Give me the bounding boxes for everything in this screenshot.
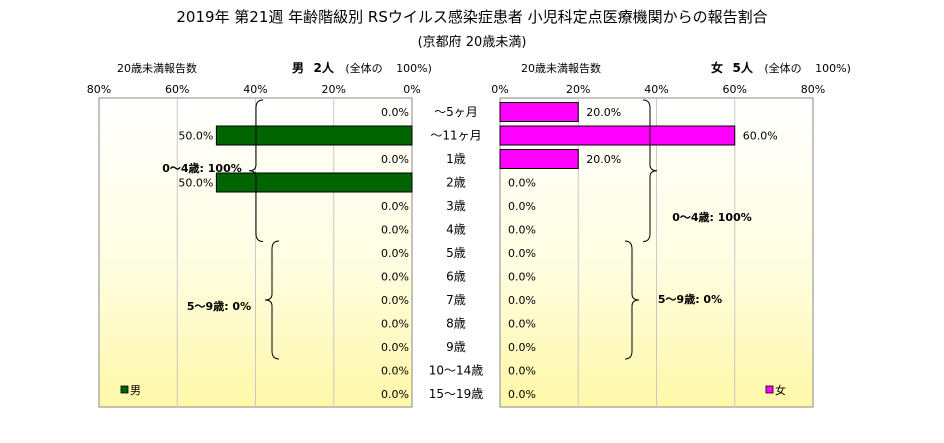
male-value-label: 0.0% bbox=[381, 365, 409, 378]
male-group-label-5-9: 5～9歳: 0% bbox=[187, 299, 251, 313]
male-axis-tick-label: 40% bbox=[243, 83, 267, 96]
female-value-label: 0.0% bbox=[508, 388, 536, 401]
female-axis-tick-label: 80% bbox=[801, 83, 825, 96]
age-category-label: 8歳 bbox=[446, 317, 466, 331]
male-axis-tick-label: 60% bbox=[165, 83, 189, 96]
female-total-pct: 100%) bbox=[815, 62, 851, 75]
male-bar bbox=[215, 125, 413, 146]
age-category-label: 5歳 bbox=[446, 246, 466, 260]
female-bar bbox=[499, 149, 579, 169]
male-value-label: 0.0% bbox=[381, 271, 409, 284]
female-brace-5-9 bbox=[624, 240, 640, 360]
male-value-label: 0.0% bbox=[381, 247, 409, 260]
male-value-label: 0.0% bbox=[381, 341, 409, 354]
male-value-label: 0.0% bbox=[381, 106, 409, 119]
male-value-label: 0.0% bbox=[381, 224, 409, 237]
female-value-label: 0.0% bbox=[508, 365, 536, 378]
female-value-label: 60.0% bbox=[743, 130, 778, 143]
chart-title: 2019年 第21週 年齢階級別 RSウイルス感染症患者 小児科定点医療機関から… bbox=[176, 8, 768, 26]
age-category-label: 9歳 bbox=[446, 340, 466, 354]
female-axis-tick-label: 60% bbox=[723, 83, 747, 96]
female-bar bbox=[499, 125, 736, 146]
male-axis-tick-label: 0% bbox=[403, 83, 420, 96]
male-group-label-0-4: 0～4歳: 100% bbox=[162, 161, 242, 175]
male-axis-tick-label: 80% bbox=[87, 83, 111, 96]
female-sex-label: 女 bbox=[711, 61, 724, 75]
age-category-label: 6歳 bbox=[446, 270, 466, 284]
female-header: 女 5人 (全体の 100%) bbox=[711, 59, 851, 76]
male-sex-label: 男 bbox=[292, 61, 305, 75]
male-value-label: 0.0% bbox=[381, 294, 409, 307]
age-category-label: 10～14歳 bbox=[429, 364, 484, 378]
male-total-label: (全体の bbox=[345, 62, 383, 75]
female-bar bbox=[499, 102, 579, 122]
female-brace-0-4 bbox=[642, 99, 658, 242]
female-count: 5人 bbox=[732, 61, 753, 75]
age-category-label: ～5ヶ月 bbox=[434, 105, 478, 119]
age-category-label: 4歳 bbox=[446, 223, 466, 237]
female-legend-label: 女 bbox=[775, 383, 786, 397]
male-count: 2人 bbox=[313, 61, 334, 75]
age-category-label: 3歳 bbox=[446, 199, 466, 213]
female-value-label: 20.0% bbox=[586, 153, 621, 166]
male-brace-5-9 bbox=[264, 240, 280, 360]
male-value-label: 50.0% bbox=[178, 130, 213, 143]
female-axis-tick-label: 40% bbox=[644, 83, 668, 96]
male-value-label: 50.0% bbox=[178, 177, 213, 190]
age-category-label: ～11ヶ月 bbox=[430, 129, 481, 143]
female-value-label: 0.0% bbox=[508, 247, 536, 260]
chart-subtitle: (京都府 20歳未満) bbox=[417, 35, 527, 50]
female-legend-swatch bbox=[765, 385, 774, 394]
female-value-label: 20.0% bbox=[586, 106, 621, 119]
female-group-label-0-4: 0～4歳: 100% bbox=[672, 210, 752, 224]
male-bar bbox=[215, 172, 413, 193]
male-value-label: 0.0% bbox=[381, 153, 409, 166]
female-group-label-5-9: 5～9歳: 0% bbox=[658, 292, 722, 306]
male-value-label: 0.0% bbox=[381, 200, 409, 213]
male-value-label: 0.0% bbox=[381, 318, 409, 331]
age-category-label: 2歳 bbox=[446, 176, 466, 190]
female-total-label: (全体の bbox=[764, 62, 802, 75]
male-brace-0-4 bbox=[248, 99, 264, 242]
female-value-label: 0.0% bbox=[508, 341, 536, 354]
female-value-label: 0.0% bbox=[508, 294, 536, 307]
female-value-label: 0.0% bbox=[508, 224, 536, 237]
age-category-label: 7歳 bbox=[446, 293, 466, 307]
female-value-label: 0.0% bbox=[508, 200, 536, 213]
male-value-label: 0.0% bbox=[381, 388, 409, 401]
female-axis-tick-label: 0% bbox=[491, 83, 508, 96]
age-category-label: 1歳 bbox=[446, 152, 466, 166]
female-value-label: 0.0% bbox=[508, 271, 536, 284]
female-value-label: 0.0% bbox=[508, 177, 536, 190]
male-legend-swatch bbox=[120, 385, 129, 394]
female-axis-tick-label: 20% bbox=[566, 83, 590, 96]
male-section-label: 20歳未満報告数 bbox=[117, 62, 197, 75]
female-value-label: 0.0% bbox=[508, 318, 536, 331]
male-total-pct: 100%) bbox=[396, 62, 432, 75]
male-header: 男 2人 (全体の 100%) bbox=[292, 59, 432, 76]
age-category-label: 15～19歳 bbox=[429, 387, 484, 401]
female-section-label: 20歳未満報告数 bbox=[521, 62, 601, 75]
male-axis-tick-label: 20% bbox=[322, 83, 346, 96]
male-legend-label: 男 bbox=[130, 384, 141, 397]
